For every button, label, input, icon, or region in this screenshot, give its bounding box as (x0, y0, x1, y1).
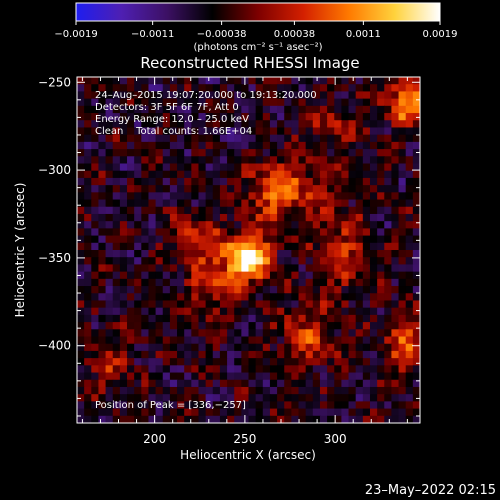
colorbar (75, 2, 441, 22)
x-tick-label: 250 (233, 432, 256, 446)
colorbar-tick-label: 0.00038 (274, 29, 315, 40)
annotation-clean-counts: Clean Total counts: 1.66E+04 (95, 126, 252, 137)
annotation-detectors: Detectors: 3F 5F 6F 7F, Att 0 (95, 102, 239, 113)
colorbar-tick-label: 0.0011 (346, 29, 381, 40)
y-tick-label: −400 (38, 339, 71, 353)
colorbar-tick-label: −0.0011 (131, 29, 174, 40)
y-tick-label: −250 (38, 75, 71, 89)
x-axis-label: Heliocentric X (arcsec) (180, 448, 316, 462)
annotation-time-range: 24–Aug–2015 19:07:20.000 to 19:13:20.000 (95, 90, 317, 101)
annotation-peak-position: Position of Peak = [336,−257] (95, 400, 246, 411)
colorbar-tick-label: −0.00038 (197, 29, 247, 40)
y-tick-label: −300 (38, 163, 71, 177)
annotation-energy-range: Energy Range: 12.0 – 25.0 keV (95, 114, 249, 125)
colorbar-tick-label: 0.0019 (423, 29, 458, 40)
axes: 200 250 300 −250 −300 −350 −400 (38, 75, 420, 446)
chart-title: Reconstructed RHESSI Image (140, 54, 359, 72)
colorbar-tick-label: −0.0019 (54, 29, 97, 40)
colorbar-ticks: −0.0019 −0.0011 −0.00038 0.00038 0.0011 0.001… (54, 21, 458, 40)
x-tick-label: 300 (324, 432, 347, 446)
x-tick-label: 200 (143, 432, 166, 446)
y-tick-label: −350 (38, 251, 71, 265)
footer-date: 23–May–2022 02:15 (365, 483, 496, 498)
plot-frame (76, 76, 421, 424)
colorbar-unit-label: (photons cm⁻² s⁻¹ asec⁻²) (193, 42, 322, 53)
y-axis-label: Heliocentric Y (arcsec) (13, 183, 27, 318)
heatmap-image (77, 77, 420, 423)
